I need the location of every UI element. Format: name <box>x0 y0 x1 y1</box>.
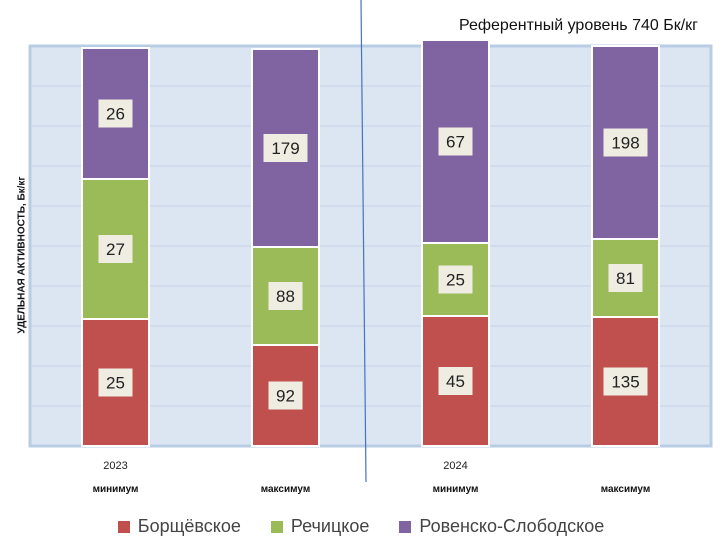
legend-label-rechitskoe: Речицкое <box>290 516 370 536</box>
data-label: 92 <box>276 387 295 406</box>
legend-item-rechitskoe: Речицкое <box>270 516 370 537</box>
data-label-box <box>263 134 308 162</box>
data-label: 25 <box>446 271 465 290</box>
category-label: максимум <box>601 484 651 495</box>
category-label: максимум <box>261 484 311 495</box>
data-label: 67 <box>446 133 465 152</box>
legend-item-rovensko-slobodskoe: Ровенско-Слободское <box>399 516 604 537</box>
year-label: 2023 <box>103 460 127 472</box>
data-label: 45 <box>446 372 465 391</box>
data-label-box <box>438 367 473 395</box>
divider-line <box>360 0 367 483</box>
data-label: 135 <box>611 373 639 392</box>
data-label-box <box>608 264 643 292</box>
data-label-box <box>438 265 473 294</box>
data-label-box <box>268 282 303 310</box>
data-label: 198 <box>611 134 639 153</box>
legend-swatch-borshchevskoe <box>117 520 130 533</box>
x-axis-labels: минимум максимум минимум максимум 2023 2024 <box>93 460 651 495</box>
data-label-box <box>98 99 133 128</box>
legend-item-borshchevskoe: Борщёвское <box>117 516 241 537</box>
legend: Борщёвское Речицкое Ровенско-Слободское <box>0 516 722 537</box>
data-label-box <box>603 367 648 396</box>
category-label: минимум <box>433 484 479 495</box>
data-label: 26 <box>106 105 125 124</box>
legend-label-rovensko-slobodskoe: Ровенско-Слободское <box>419 516 605 536</box>
data-label: 25 <box>106 374 125 393</box>
data-label-box <box>98 235 133 263</box>
data-label: 27 <box>106 240 125 259</box>
data-label: 88 <box>276 287 295 306</box>
bars: 25 27 26 92 88 179 45 25 67 135 81 198 <box>81 39 660 447</box>
legend-label-borshchevskoe: Борщёвское <box>137 516 241 536</box>
data-label-box <box>603 128 648 157</box>
category-label: минимум <box>93 484 139 495</box>
data-label-box <box>268 381 303 410</box>
data-label: 81 <box>616 269 635 288</box>
year-label: 2024 <box>443 460 467 472</box>
legend-swatch-rovensko-slobodskoe <box>399 520 412 533</box>
data-label-box <box>438 127 473 156</box>
legend-swatch-rechitskoe <box>270 520 283 533</box>
chart-title: Референтный уровень 740 Бк/кг <box>459 17 698 34</box>
data-label-box <box>98 368 133 397</box>
data-label: 179 <box>271 139 299 158</box>
y-axis-label: УДЕЛЬНАЯ АКТИВНОСТЬ, Бк/кг <box>16 176 28 334</box>
